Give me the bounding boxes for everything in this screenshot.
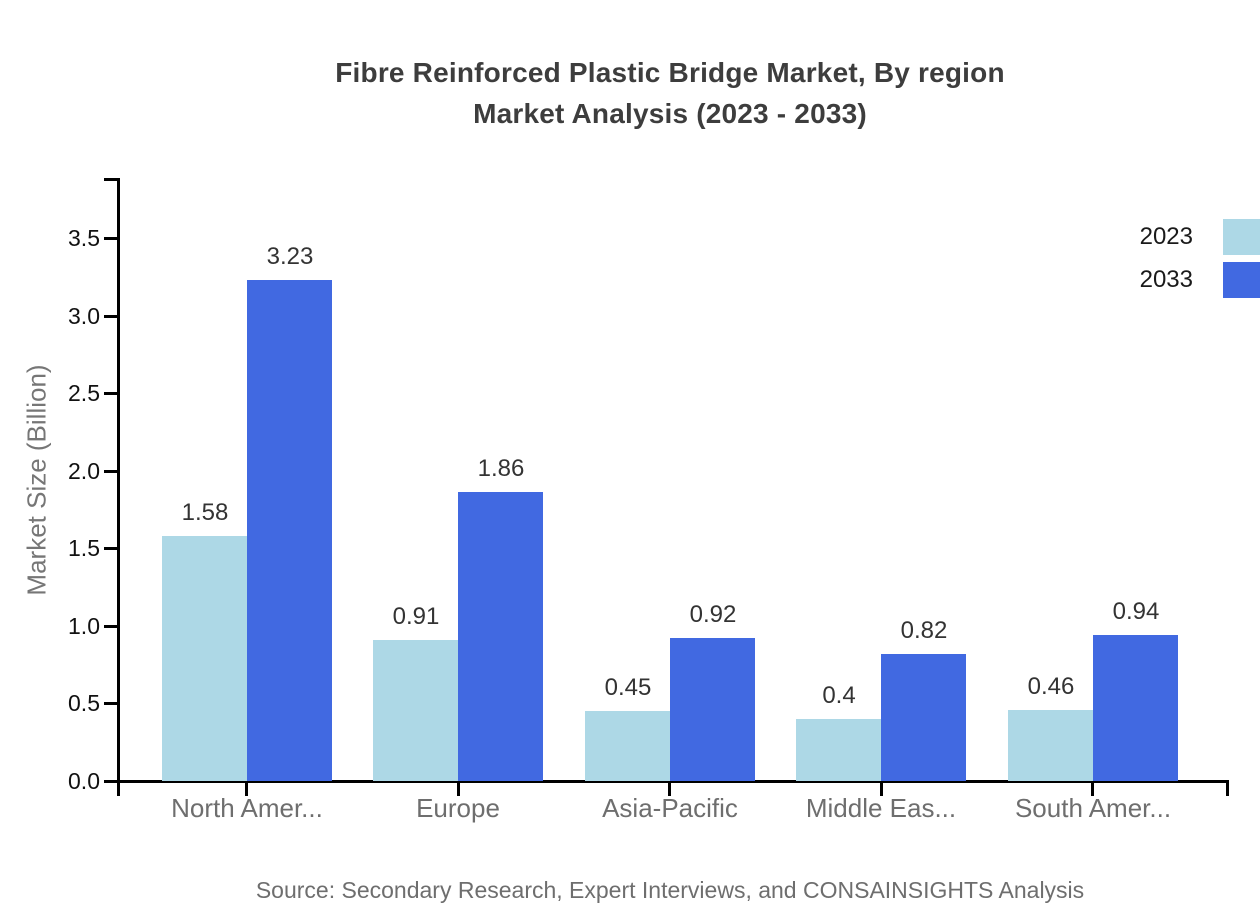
x-category-label: South Amer... (1014, 793, 1172, 823)
legend-item-2033: 2033 (1140, 262, 1260, 298)
y-tick-label: 0.5 (68, 690, 100, 716)
bar-2023-3 (585, 711, 670, 781)
bar-value-label: 1.86 (477, 455, 525, 482)
chart-title-line1: Fibre Reinforced Plastic Bridge Market, … (335, 57, 1005, 88)
x-tick (668, 783, 671, 796)
y-tick (104, 547, 117, 550)
y-axis-line (117, 178, 120, 783)
legend-swatch-2033 (1223, 262, 1260, 298)
bar-value-label: 0.82 (900, 617, 948, 644)
y-tick-label: 0.0 (68, 768, 100, 794)
legend-label-2023: 2023 (1139, 223, 1193, 250)
bar-value-label: 0.94 (1112, 598, 1160, 625)
y-tick (104, 780, 117, 783)
bar-2033-1 (247, 280, 332, 781)
bar-2033-5 (1093, 635, 1178, 781)
bar-value-label: 3.23 (266, 243, 314, 270)
bar-2033-4 (881, 654, 966, 781)
x-category-label: North Amer... (171, 793, 323, 823)
bar-2033-2 (458, 492, 543, 781)
x-category-label: Europe (416, 793, 500, 823)
y-tick (104, 625, 117, 628)
bar-value-label: 0.46 (1027, 673, 1075, 700)
bar-value-label: 0.45 (604, 674, 652, 701)
y-axis-end-tick (104, 178, 120, 181)
x-category-label: Asia-Pacific (602, 793, 738, 823)
y-tick (104, 470, 117, 473)
y-tick (104, 315, 117, 318)
chart-title: Fibre Reinforced Plastic Bridge Market, … (80, 52, 1260, 134)
bar-2023-2 (373, 640, 458, 781)
y-tick-label: 3.0 (68, 303, 100, 329)
bar-value-label: 1.58 (181, 499, 229, 526)
x-axis-line (117, 780, 1229, 783)
legend-item-2023: 2023 (1140, 219, 1260, 255)
x-tick (880, 783, 883, 796)
source-note: Source: Secondary Research, Expert Inter… (255, 877, 1085, 903)
bar-2023-5 (1008, 710, 1093, 781)
y-tick-label: 3.5 (68, 225, 100, 251)
y-tick (104, 237, 117, 240)
x-tick (1091, 783, 1094, 796)
chart-title-line2: Market Analysis (2023 - 2033) (473, 98, 867, 129)
y-tick-label: 1.0 (68, 613, 100, 639)
x-tick (245, 783, 248, 796)
x-tick (457, 783, 460, 796)
bar-value-label: 0.4 (822, 682, 856, 709)
x-axis-end-tick (1226, 783, 1229, 796)
legend-swatch-2023 (1223, 219, 1260, 255)
bar-2033-3 (670, 638, 755, 781)
y-tick-label: 2.0 (68, 458, 100, 484)
legend-label-2033: 2033 (1139, 266, 1193, 293)
bar-value-label: 0.91 (392, 603, 440, 630)
y-tick-label: 2.5 (68, 380, 100, 406)
bar-2023-1 (162, 536, 247, 781)
bar-2023-4 (796, 719, 881, 781)
legend: 2023 2033 (1140, 219, 1260, 305)
y-tick (104, 392, 117, 395)
x-axis-start-tick (117, 783, 120, 796)
y-tick (104, 702, 117, 705)
x-category-label: Middle Eas... (805, 793, 957, 823)
bar-value-label: 0.92 (689, 601, 737, 628)
y-tick-label: 1.5 (68, 535, 100, 561)
